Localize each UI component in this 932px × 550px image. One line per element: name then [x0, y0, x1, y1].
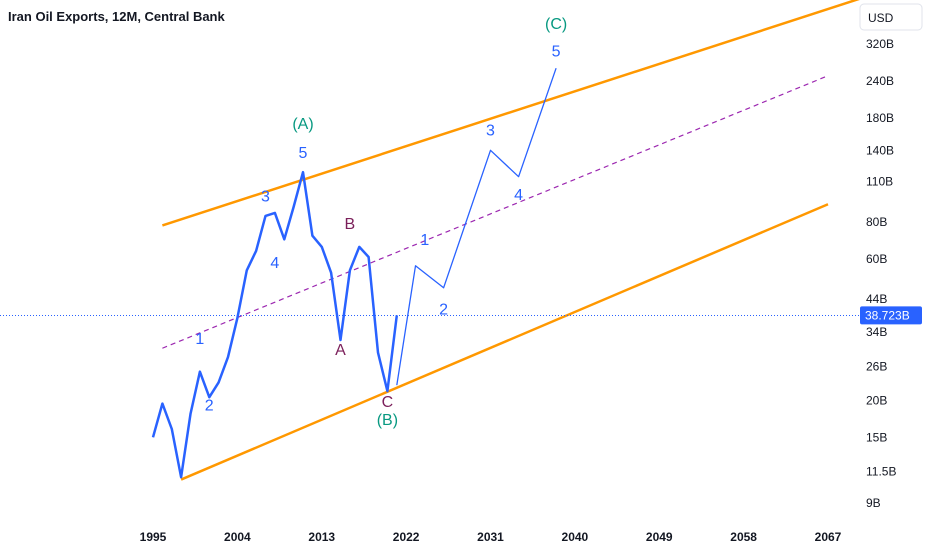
- series-lines: [151, 67, 557, 479]
- y-tick-label: 20B: [866, 393, 887, 407]
- wave-label: 1: [195, 331, 204, 348]
- y-tick-label: 110B: [866, 174, 893, 188]
- y-tick-label: 80B: [866, 215, 887, 229]
- wave-label: (C): [545, 16, 567, 33]
- y-tick-label: 26B: [866, 360, 887, 374]
- x-tick-label: 2004: [224, 530, 251, 544]
- wave-label: 2: [439, 302, 448, 319]
- wave-label: 5: [552, 44, 561, 61]
- x-tick-label: 2040: [562, 530, 589, 544]
- y-tick-label: 140B: [866, 143, 894, 157]
- currency-selector[interactable]: USD: [859, 3, 923, 31]
- wave-label: 2: [205, 397, 214, 414]
- x-tick-label: 2022: [393, 530, 420, 544]
- x-tick-label: 2049: [646, 530, 673, 544]
- y-tick-label: 240B: [866, 74, 894, 88]
- wave-label: (A): [292, 116, 313, 133]
- y-tick-label: 320B: [866, 37, 894, 51]
- wave-label: C: [382, 394, 394, 411]
- x-tick-label: 2067: [815, 530, 842, 544]
- wave-label: (B): [377, 412, 398, 429]
- y-tick-label: 11.5B: [866, 464, 896, 478]
- y-tick-label: 44B: [866, 292, 887, 306]
- wave-label: A: [335, 342, 346, 359]
- channel-upper-line: [161, 0, 860, 227]
- x-tick-label: 1995: [140, 530, 167, 544]
- x-tick-label: 2013: [308, 530, 335, 544]
- wave-label: 4: [514, 187, 523, 204]
- trend-channel: [161, 0, 860, 481]
- wave-label: 4: [270, 255, 279, 272]
- channel-lower-line: [180, 203, 829, 481]
- y-tick-label: 60B: [866, 252, 887, 266]
- y-tick-label: 180B: [866, 111, 894, 125]
- y-tick-label: 15B: [866, 430, 887, 444]
- historical-series-line: [151, 170, 399, 479]
- wave-label: 3: [486, 123, 495, 140]
- x-axis[interactable]: 1995 2004 2013 2022 2031 2040 2049 2058 2067: [140, 530, 842, 544]
- y-tick-label: 9B: [866, 496, 881, 510]
- wave-label: B: [345, 216, 356, 233]
- current-price-label: 38.723B: [865, 308, 910, 322]
- x-tick-label: 2058: [730, 530, 757, 544]
- x-tick-label: 2031: [477, 530, 504, 544]
- wave-annotations: 1 2 3 4 5 (A) B A C(B) 1 2 3 4 5 (C): [195, 16, 567, 429]
- wave-label: 1: [420, 232, 429, 249]
- wave-label: 3: [261, 188, 270, 205]
- currency-label: USD: [868, 11, 894, 25]
- current-price-tag: 38.723B: [860, 306, 922, 325]
- y-tick-label: 34B: [866, 325, 887, 339]
- channel-mid-line: [162, 75, 829, 349]
- chart-title: Iran Oil Exports, 12M, Central Bank: [8, 9, 225, 24]
- y-axis[interactable]: 320B 240B 180B 140B 110B 80B 60B 44B 34B 26B 20B 15…: [866, 37, 896, 510]
- projection-series-line: [396, 67, 557, 386]
- wave-label: 5: [299, 145, 308, 162]
